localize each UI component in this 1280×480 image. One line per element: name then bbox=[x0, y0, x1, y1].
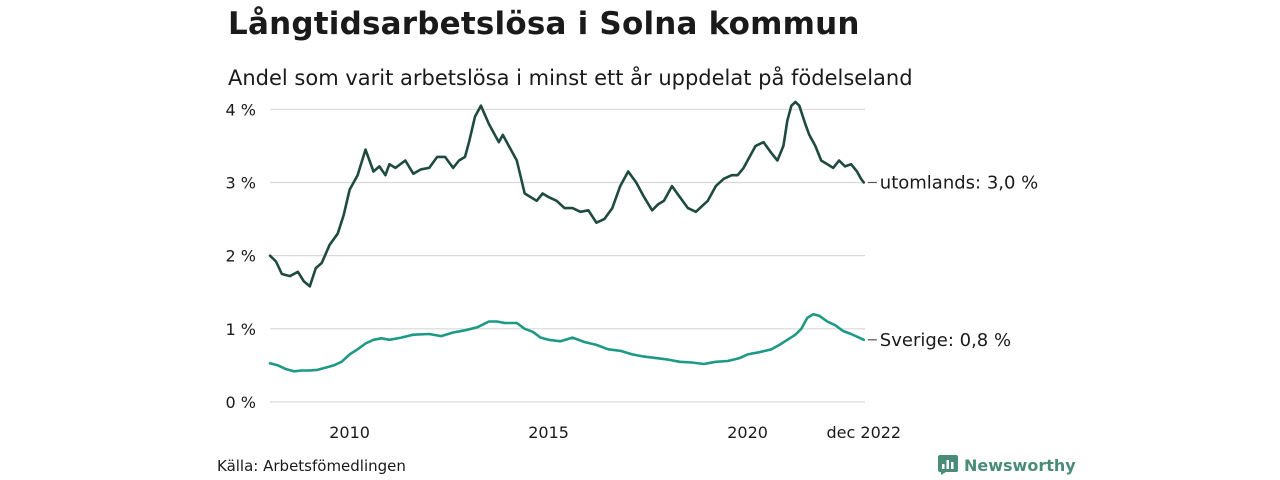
y-tick-label: 0 % bbox=[226, 393, 256, 412]
x-tick-label: 2020 bbox=[727, 423, 768, 442]
y-axis: 0 % 1 % 2 % 3 % 4 % bbox=[226, 100, 256, 412]
series-line-utomlands bbox=[268, 100, 866, 288]
source-note: Källa: Arbetsfömedlingen bbox=[217, 457, 406, 475]
chart-title: Långtidsarbetslösa i Solna kommun bbox=[228, 6, 860, 42]
y-tick-label: 2 % bbox=[226, 247, 256, 266]
newsworthy-icon bbox=[938, 455, 958, 475]
y-tick-label: 3 % bbox=[226, 173, 256, 192]
end-labels: utomlands: 3,0 % Sverige: 0,8 % bbox=[867, 172, 1039, 351]
brand-name: Newsworthy bbox=[964, 455, 1076, 475]
x-tick-label: 2010 bbox=[329, 423, 370, 442]
x-tick-label: dec 2022 bbox=[827, 423, 902, 442]
series-line-sverige bbox=[268, 312, 866, 373]
y-tick-label: 1 % bbox=[226, 320, 256, 339]
end-label-sverige: Sverige: 0,8 % bbox=[880, 330, 1011, 351]
brand-logo[interactable]: Newsworthy bbox=[938, 455, 1076, 475]
chart-subtitle: Andel som varit arbetslösa i minst ett å… bbox=[228, 66, 913, 90]
end-label-utomlands: utomlands: 3,0 % bbox=[880, 172, 1039, 193]
series-lines bbox=[268, 100, 866, 373]
x-axis: 2010 2015 2020 dec 2022 bbox=[329, 423, 901, 442]
y-tick-label: 4 % bbox=[226, 100, 256, 119]
grid-lines bbox=[270, 108, 865, 403]
x-tick-label: 2015 bbox=[528, 423, 569, 442]
